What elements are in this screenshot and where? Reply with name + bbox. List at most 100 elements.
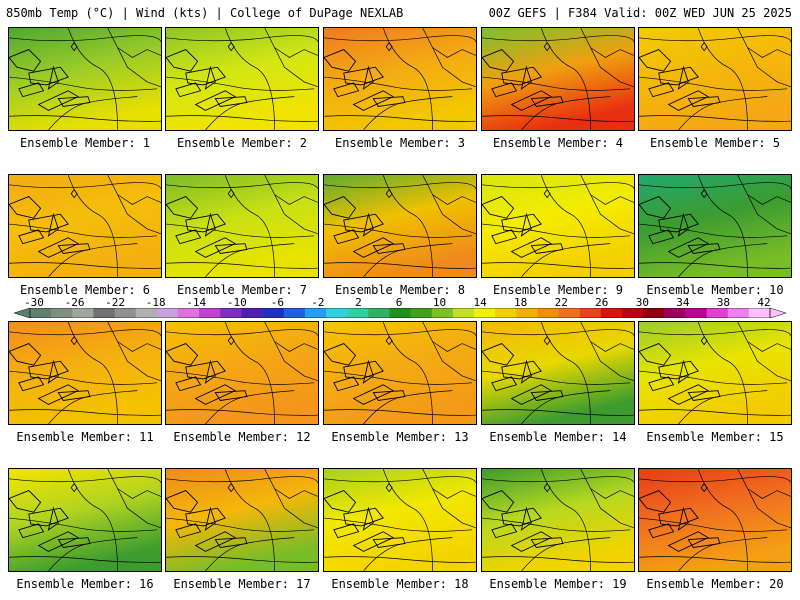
- lake-outline: [343, 507, 384, 527]
- lake-outline: [9, 490, 42, 513]
- lake-outline: [482, 343, 515, 366]
- temperature-colorbar: [14, 308, 786, 318]
- lake-outline: [37, 237, 80, 258]
- boundary-line: [166, 262, 318, 269]
- ensemble-member-label: Ensemble Member: 18: [331, 577, 469, 591]
- ensemble-member-label: Ensemble Member: 10: [646, 283, 784, 297]
- ensemble-member-map: [8, 174, 162, 278]
- temperature-field: [639, 28, 791, 130]
- boundary-line: [747, 47, 791, 58]
- ensemble-member-map: [481, 468, 635, 572]
- lake-outline: [175, 523, 202, 539]
- boundary-line: [9, 223, 158, 238]
- lake-outline: [667, 90, 710, 111]
- lake-outline: [667, 237, 710, 258]
- colorbar-tick-label: 42: [757, 296, 771, 309]
- colorbar-segment: [241, 308, 263, 318]
- lake-outline: [362, 65, 374, 90]
- boundary-line: [9, 329, 161, 336]
- lake-outline: [175, 229, 202, 245]
- temperature-field: [482, 175, 634, 277]
- lake-outline: [510, 384, 553, 405]
- boundary-line: [639, 262, 791, 269]
- boundary-line: [432, 488, 476, 499]
- boundary-line: [324, 115, 476, 122]
- boundary-line: [639, 76, 788, 91]
- colorbar-segment: [685, 308, 707, 318]
- ensemble-member-map: [323, 27, 477, 131]
- boundary-line: [482, 370, 631, 385]
- lake-outline: [194, 237, 237, 258]
- boundary-line: [9, 115, 161, 122]
- station-marker-icon: [700, 42, 708, 52]
- lake-outline: [372, 96, 406, 107]
- boundary-line: [274, 341, 318, 352]
- ensemble-member-map: [323, 468, 477, 572]
- colorbar-segment: [199, 308, 221, 318]
- colorbar-segment: [600, 308, 623, 318]
- lake-outline: [482, 49, 515, 72]
- lake-outline: [37, 531, 80, 552]
- lake-outline: [194, 531, 237, 552]
- boundary-line: [274, 488, 318, 499]
- lake-outline: [324, 196, 357, 219]
- lake-outline: [639, 490, 672, 513]
- lake-outline: [47, 359, 59, 384]
- boundary-line: [482, 35, 634, 42]
- boundary-line: [324, 76, 473, 91]
- boundary-line: [205, 96, 295, 130]
- boundary-line: [639, 370, 788, 385]
- lake-outline: [687, 243, 721, 254]
- boundary-line: [324, 329, 476, 336]
- lake-outline: [324, 490, 357, 513]
- boundary-line: [264, 469, 318, 529]
- ensemble-member-map: [323, 321, 477, 425]
- ensemble-member-map: [638, 321, 792, 425]
- boundary-line: [521, 243, 611, 277]
- station-marker-icon: [700, 336, 708, 346]
- lake-outline: [28, 213, 69, 233]
- colorbar-tick-label: -22: [105, 296, 126, 309]
- colorbar-segment: [622, 308, 644, 318]
- lake-outline: [57, 243, 91, 254]
- boundary-line: [264, 28, 318, 88]
- lake-outline: [204, 65, 216, 90]
- temperature-field: [324, 175, 476, 277]
- lake-outline: [530, 96, 564, 107]
- boundary-line: [737, 322, 791, 382]
- boundary-line: [521, 537, 611, 571]
- station-marker-icon: [543, 483, 551, 493]
- temperature-field: [9, 175, 161, 277]
- colorbar-tick-label: 2: [355, 296, 362, 309]
- boundary-line: [363, 96, 453, 130]
- lake-outline: [352, 384, 395, 405]
- map-title: 850mb Temp (°C) | Wind (kts) | College o…: [6, 6, 404, 20]
- colorbar-segment: [326, 308, 348, 318]
- boundary-line: [9, 476, 161, 483]
- station-marker-icon: [70, 336, 78, 346]
- boundary-line: [324, 517, 473, 532]
- lake-outline: [57, 96, 91, 107]
- boundary-line: [166, 35, 318, 42]
- lake-outline: [175, 82, 202, 98]
- station-marker-icon: [385, 42, 393, 52]
- colorbar-segment: [93, 308, 115, 318]
- temperature-field: [9, 469, 161, 571]
- lake-outline: [372, 243, 406, 254]
- lake-outline: [362, 506, 374, 531]
- lake-outline: [175, 376, 202, 392]
- lake-outline: [520, 65, 532, 90]
- colorbar-segment: [410, 308, 433, 318]
- temperature-field: [9, 322, 161, 424]
- station-marker-icon: [385, 189, 393, 199]
- boundary-line: [482, 115, 634, 122]
- station-marker-icon: [227, 483, 235, 493]
- boundary-line: [9, 517, 158, 532]
- temperature-field: [166, 469, 318, 571]
- lake-outline: [687, 390, 721, 401]
- lake-outline: [530, 537, 564, 548]
- lake-outline: [501, 360, 542, 380]
- station-marker-icon: [227, 42, 235, 52]
- lake-outline: [658, 213, 699, 233]
- lake-outline: [352, 90, 395, 111]
